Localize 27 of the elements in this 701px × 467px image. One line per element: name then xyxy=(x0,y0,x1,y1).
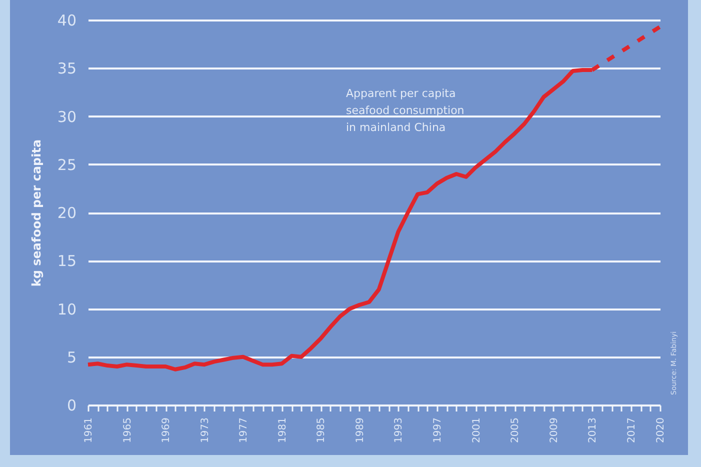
x-tick-label: 2009 xyxy=(548,418,560,443)
x-tick-label: 1981 xyxy=(277,418,288,443)
y-tick-label: 10 xyxy=(57,300,76,318)
x-tick-label: 2001 xyxy=(471,418,482,443)
x-tick-label: 1965 xyxy=(122,418,134,443)
x-tick-label: 1977 xyxy=(238,418,250,443)
x-tick-label: 1985 xyxy=(316,418,328,443)
y-tick-label: 0 xyxy=(66,396,76,414)
x-tick-label: 1993 xyxy=(394,418,405,443)
y-tick-label: 25 xyxy=(57,156,76,174)
y-tick-label: 35 xyxy=(57,60,76,78)
x-tick-label: 1989 xyxy=(354,418,366,443)
y-tick-label: 20 xyxy=(57,204,76,222)
y-tick-label: 15 xyxy=(57,252,76,270)
y-tick-label: 30 xyxy=(57,108,76,126)
x-tick-label: 2013 xyxy=(588,418,599,443)
x-tick-label: 1969 xyxy=(161,418,172,443)
x-tick-label: 2020 xyxy=(656,418,666,443)
x-tick-label: 1973 xyxy=(200,418,211,443)
x-tick-label: 2017 xyxy=(626,418,638,443)
x-tick-label: 1961 xyxy=(84,418,94,443)
y-tick-label: 40 xyxy=(57,12,76,30)
y-tick-label: 5 xyxy=(66,348,76,366)
y-axis-title: kg seafood per capita xyxy=(29,139,44,287)
x-tick-label: 1997 xyxy=(432,418,444,443)
x-tick-label: 2005 xyxy=(510,418,522,443)
annotation: Apparent per capita seafood consumption in mainland China xyxy=(346,87,464,134)
